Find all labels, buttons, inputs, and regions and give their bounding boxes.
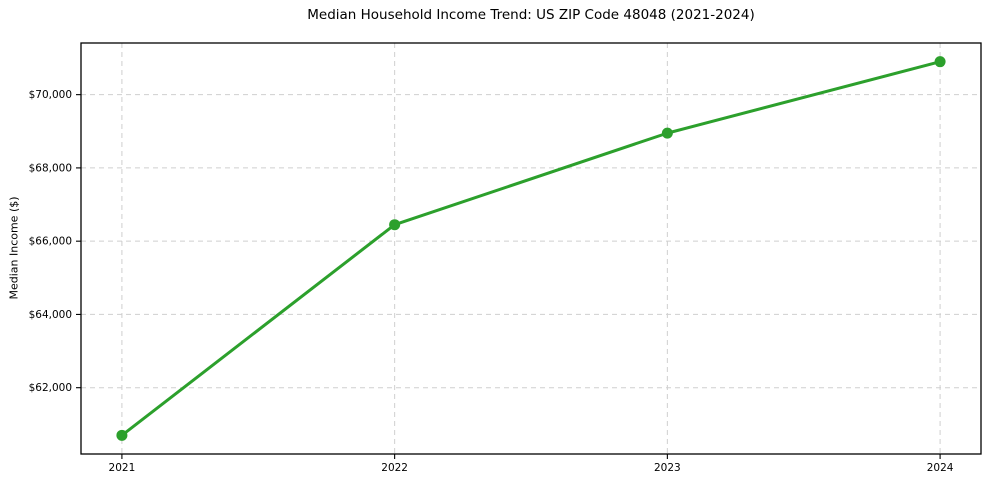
chart-title: Median Household Income Trend: US ZIP Co…	[307, 7, 755, 23]
x-tick-label: 2023	[654, 462, 681, 474]
x-tick-label: 2024	[927, 462, 954, 474]
x-tick-label: 2021	[109, 462, 136, 474]
data-point-marker	[116, 429, 128, 441]
y-tick-label: $62,000	[29, 382, 72, 394]
y-tick-label: $66,000	[29, 236, 72, 248]
y-tick-label: $68,000	[29, 162, 72, 174]
data-point-marker	[661, 127, 673, 139]
y-tick-label: $70,000	[29, 89, 72, 101]
y-tick-label: $64,000	[29, 309, 72, 321]
x-tick-label: 2022	[381, 462, 408, 474]
trend-line	[120, 60, 942, 437]
data-point-marker	[389, 219, 401, 231]
plot-border	[80, 42, 982, 455]
data-point-marker	[934, 56, 946, 68]
